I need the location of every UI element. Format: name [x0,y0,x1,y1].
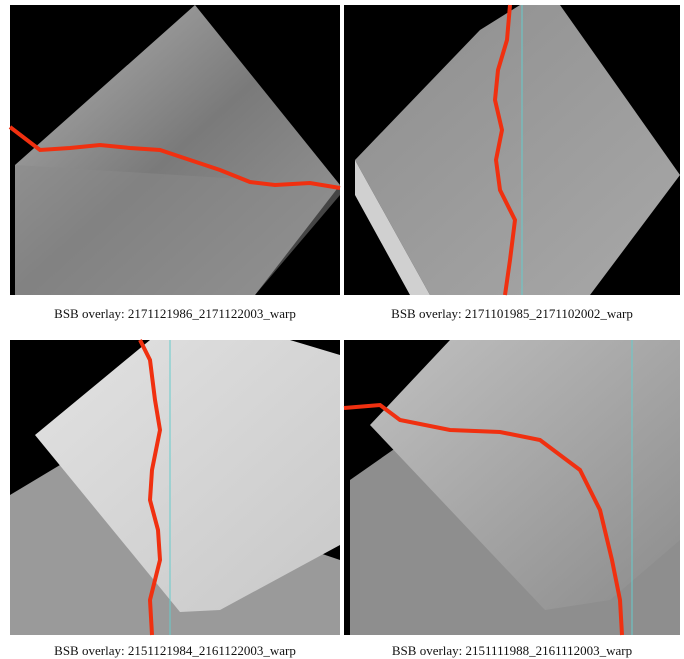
caption: BSB overlay: 2171121986_2171122003_warp [54,306,296,321]
panel-image [10,5,340,295]
panel-image [344,5,680,295]
caption: BSB overlay: 2151121984_2161122003_warp [54,643,296,658]
caption: BSB overlay: 2151111988_2161112003_warp [392,643,632,658]
figure: BSB overlay: 2171121986_2171122003_warp … [0,0,684,659]
page: {"panels": [ {"caption": "BSB overlay: 2… [0,0,684,659]
panel-image [10,340,340,635]
panel-image [344,340,680,635]
caption: BSB overlay: 2171101985_2171102002_warp [391,306,633,321]
